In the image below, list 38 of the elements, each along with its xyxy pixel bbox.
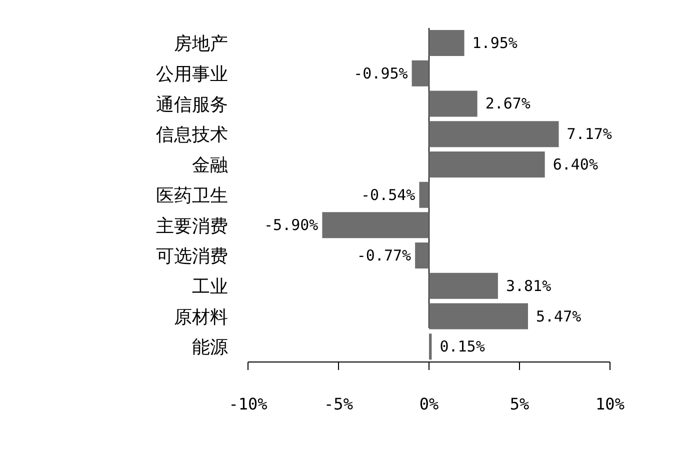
bar — [322, 212, 429, 238]
x-tick-label: 5% — [510, 394, 530, 414]
data-label: 1.95% — [472, 34, 518, 52]
data-label: -0.77% — [356, 246, 412, 265]
y-tick-label: 公用事业 — [156, 64, 228, 84]
data-label: 0.15% — [440, 338, 485, 356]
y-tick-label: 通信服务 — [156, 94, 228, 114]
bar — [415, 242, 429, 269]
y-tick-label: 信息技术 — [156, 124, 228, 145]
bar — [429, 30, 464, 56]
data-label: 6.40% — [552, 155, 598, 174]
data-label: 7.17% — [566, 125, 612, 144]
bar — [429, 303, 528, 330]
x-tick-label: 0% — [419, 394, 439, 414]
data-label: 2.67% — [485, 94, 530, 113]
bar — [429, 90, 478, 117]
x-tick-label: -10% — [228, 394, 268, 414]
bar — [429, 151, 545, 178]
bar — [429, 121, 559, 148]
y-tick-label: 可选消费 — [156, 246, 228, 266]
y-tick-label: 原材料 — [174, 306, 228, 327]
data-label: 5.47% — [536, 307, 582, 326]
y-tick-label: 工业 — [192, 276, 228, 296]
y-tick-label: 主要消费 — [156, 216, 228, 236]
bar — [429, 334, 432, 360]
data-label: -0.54% — [361, 186, 416, 204]
y-tick-label: 房地产 — [174, 34, 228, 54]
x-tick-label: -5% — [324, 394, 354, 414]
y-tick-label: 金融 — [192, 155, 228, 176]
data-label: -0.95% — [354, 64, 408, 82]
y-tick-label: 医药卫生 — [156, 185, 228, 206]
data-label: 3.81% — [506, 276, 552, 295]
y-tick-label: 能源 — [192, 337, 228, 358]
x-tick-label: 10% — [596, 394, 625, 414]
bar — [419, 182, 429, 208]
bar — [412, 60, 429, 86]
bar — [429, 272, 498, 299]
data-label: -5.90% — [264, 216, 318, 234]
